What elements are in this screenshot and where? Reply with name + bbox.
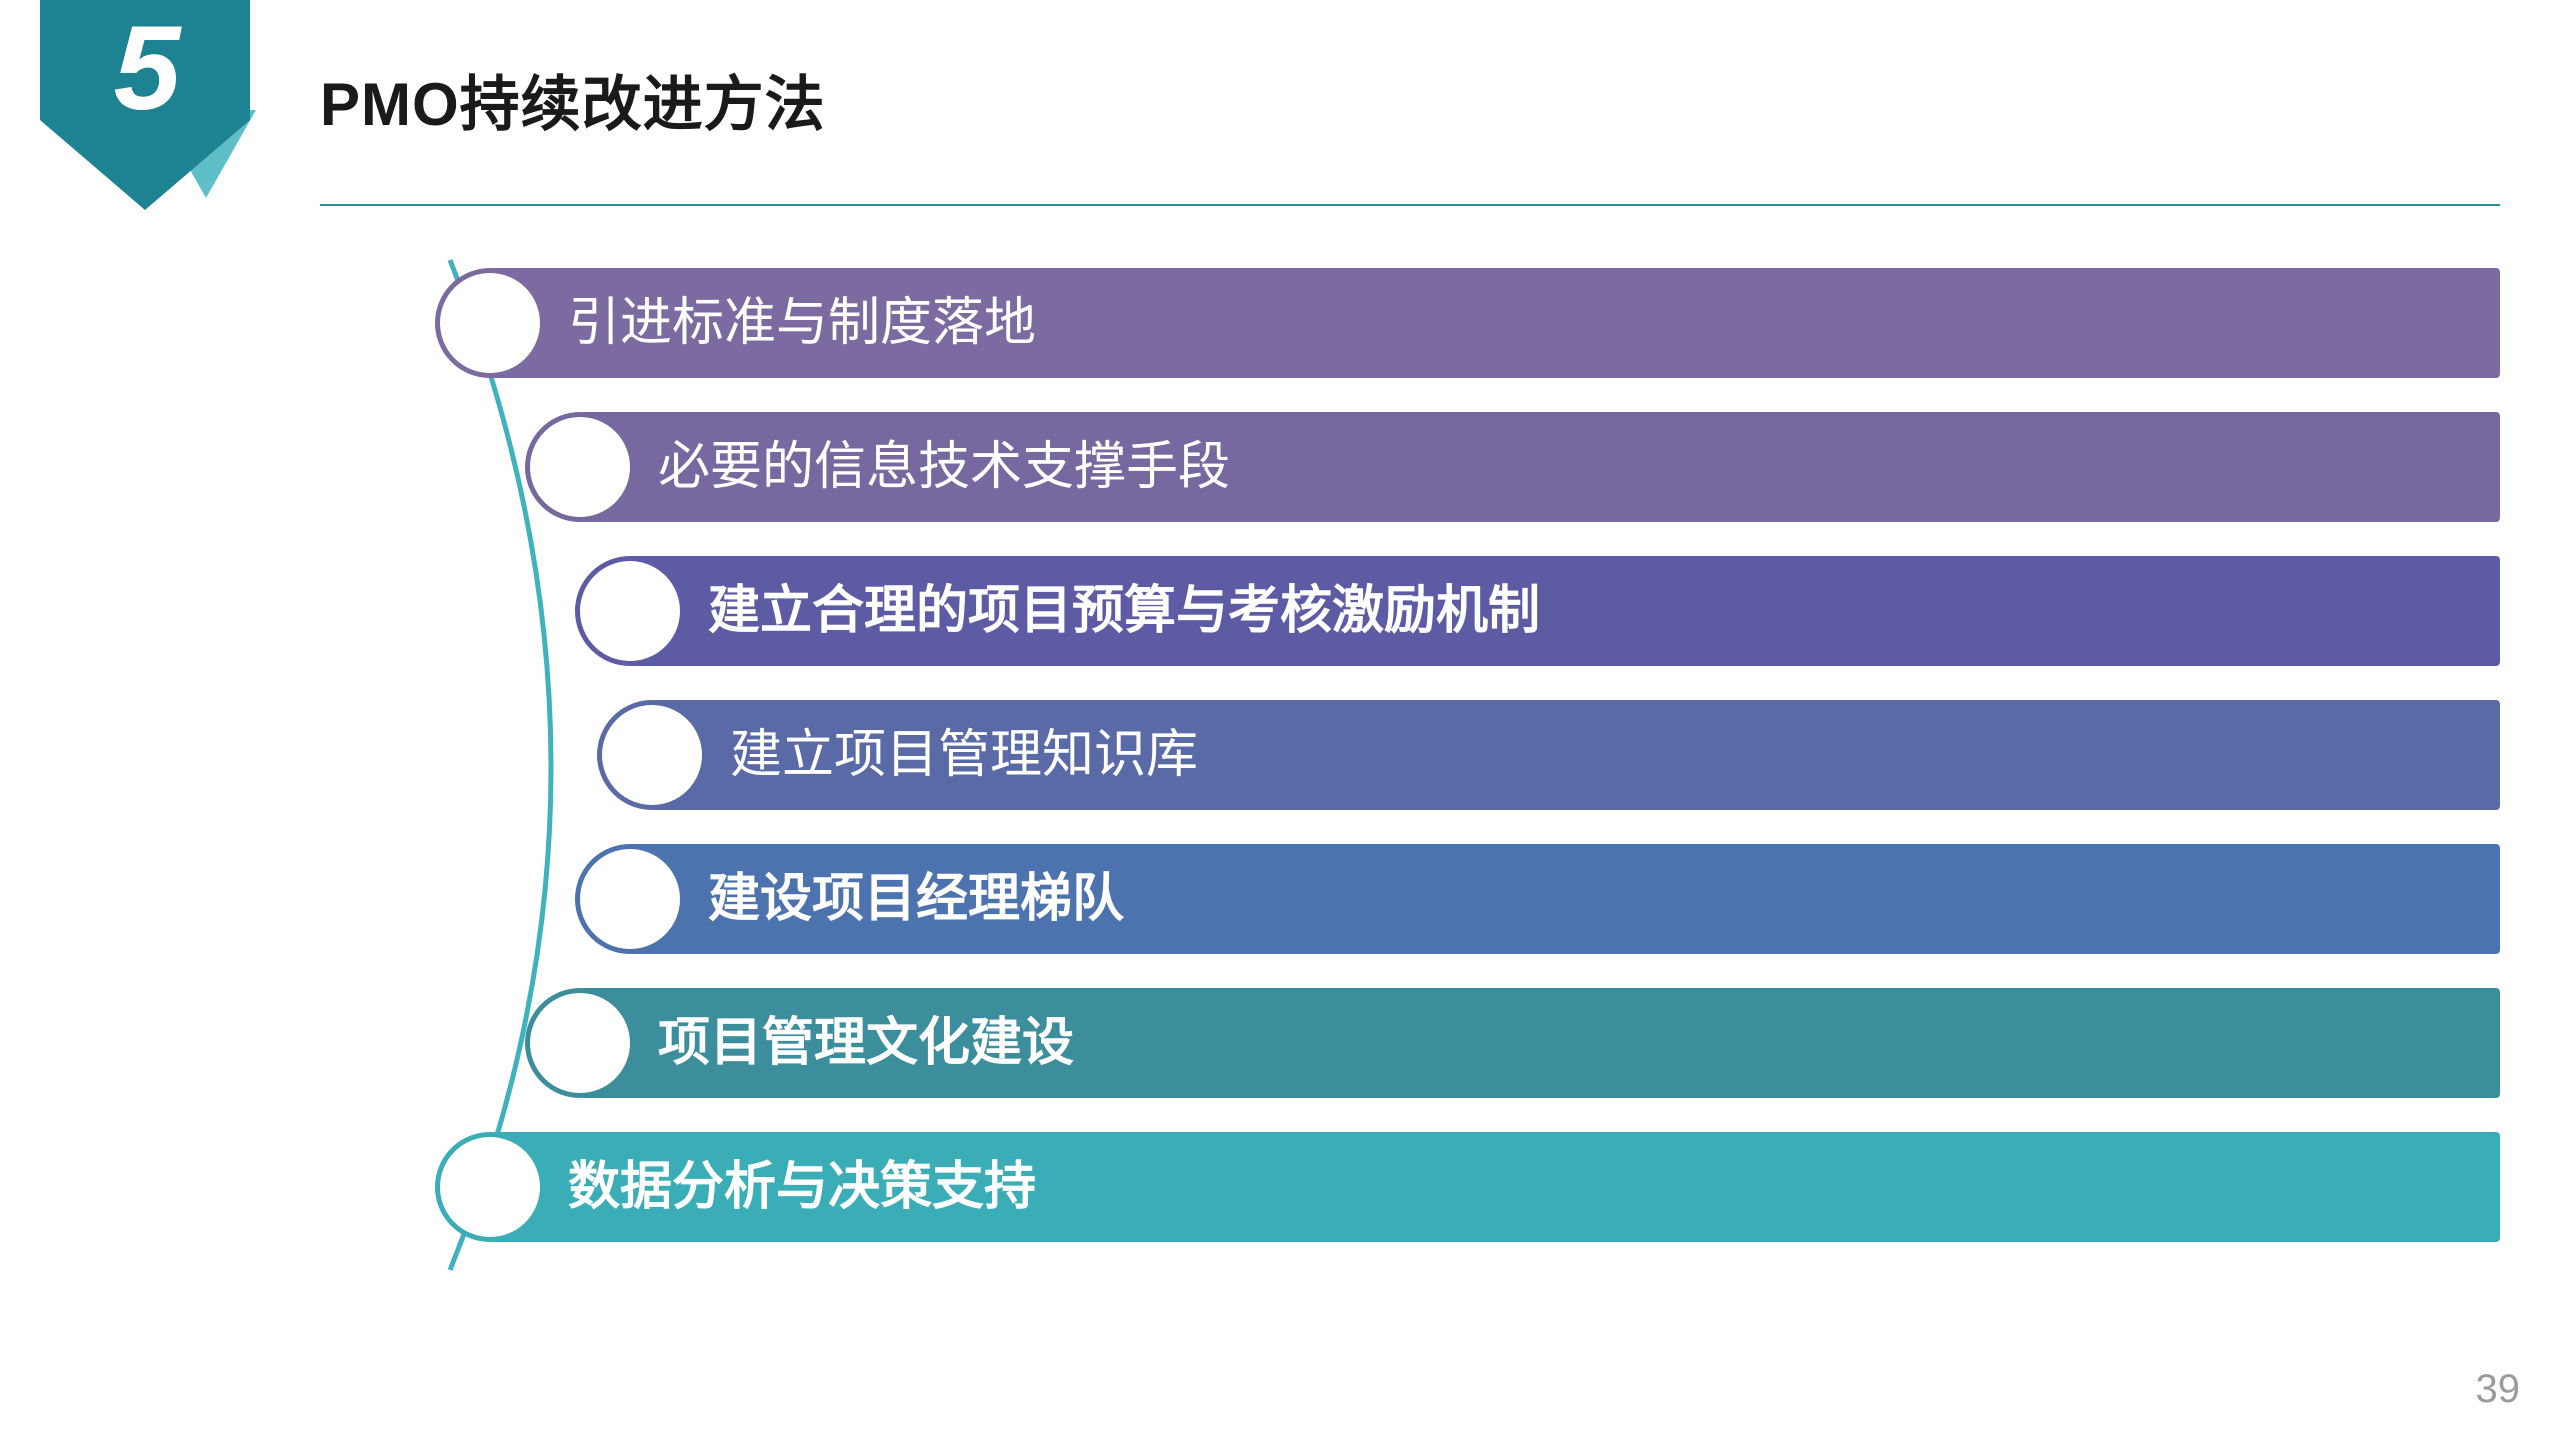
list-item: 引进标准与制度落地	[490, 268, 2500, 378]
list-item: 数据分析与决策支持	[490, 1132, 2500, 1242]
list-item-label: 引进标准与制度落地	[490, 297, 1036, 349]
list-item-label: 建立项目管理知识库	[652, 729, 1198, 781]
page-title: PMO持续改进方法	[320, 56, 826, 143]
method-list: 引进标准与制度落地 必要的信息技术支撑手段 建立合理的项目预算与考核激励机制 建…	[0, 268, 2500, 1276]
bullet-icon	[575, 556, 685, 666]
list-item-label: 数据分析与决策支持	[490, 1161, 1036, 1213]
title-underline	[320, 204, 2500, 206]
list-item: 建立项目管理知识库	[652, 700, 2500, 810]
bullet-icon	[575, 844, 685, 954]
bullet-icon	[435, 268, 545, 378]
list-item-label: 项目管理文化建设	[580, 1017, 1074, 1069]
bullet-icon	[597, 700, 707, 810]
section-number: 5	[40, 8, 250, 128]
list-item-label: 建立合理的项目预算与考核激励机制	[630, 585, 1540, 637]
bullet-icon	[525, 412, 635, 522]
list-item-label: 建设项目经理梯队	[630, 873, 1124, 925]
list-item-label: 必要的信息技术支撑手段	[580, 441, 1230, 493]
bullet-icon	[435, 1132, 545, 1242]
page-number: 39	[2476, 1367, 2521, 1412]
list-item: 建设项目经理梯队	[630, 844, 2500, 954]
list-item: 项目管理文化建设	[580, 988, 2500, 1098]
section-badge: 5	[40, 0, 250, 210]
list-item: 必要的信息技术支撑手段	[580, 412, 2500, 522]
bullet-icon	[525, 988, 635, 1098]
list-item: 建立合理的项目预算与考核激励机制	[630, 556, 2500, 666]
